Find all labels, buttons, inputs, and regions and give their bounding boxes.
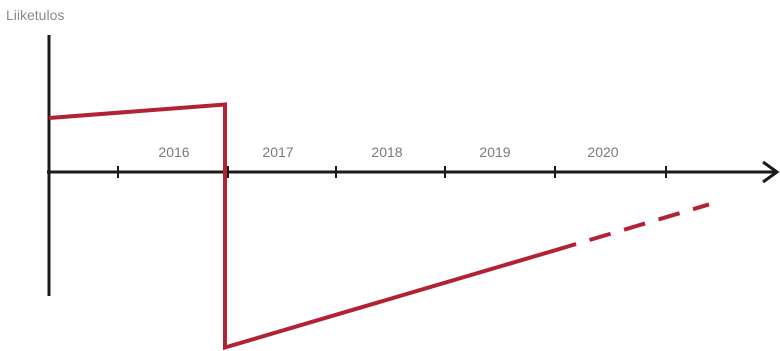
x-tick-label: 2019 <box>479 144 510 160</box>
x-tick-label: 2017 <box>262 144 293 160</box>
series-line-actual <box>48 102 556 351</box>
series-line-forecast <box>554 202 710 253</box>
x-tick-label: 2018 <box>371 144 402 160</box>
series-lines <box>48 102 710 351</box>
x-tick-label: 2020 <box>587 144 618 160</box>
y-axis-title: Liiketulos <box>6 7 64 23</box>
axes <box>47 35 780 296</box>
x-axis-arrowhead <box>762 160 780 184</box>
x-tick-label: 2016 <box>158 144 189 160</box>
x-tick-labels: 2016 2017 2018 2019 2020 <box>158 144 618 160</box>
x-ticks <box>117 166 667 178</box>
